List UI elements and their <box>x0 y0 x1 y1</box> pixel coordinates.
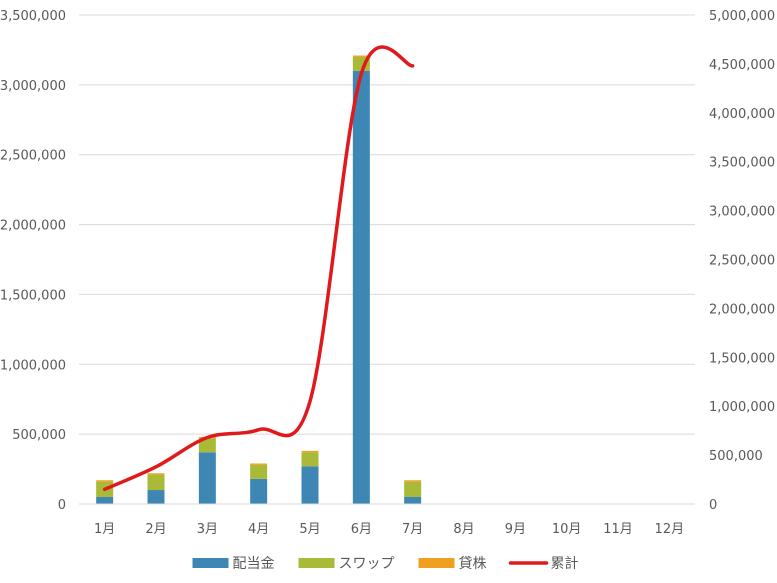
x-tick-label: 12月 <box>655 522 685 537</box>
y-right-tick-label: 1,000,000 <box>709 400 775 415</box>
bar-配当金-5月 <box>301 466 319 504</box>
legend-label-累計: 累計 <box>551 556 579 572</box>
y-left-tick-label: 3,000,000 <box>0 79 66 94</box>
y-right-tick-label: 500,000 <box>709 449 763 464</box>
y-right-tick-label: 4,000,000 <box>709 107 775 122</box>
x-tick-label: 8月 <box>453 522 474 537</box>
bar-配当金-2月 <box>147 490 165 504</box>
y-left-tick-label: 2,000,000 <box>0 219 66 234</box>
y-right-tick-label: 5,000,000 <box>709 9 775 24</box>
legend: 配当金 スワップ 貸株 累計 <box>192 556 579 572</box>
bar-スワップ-5月 <box>301 452 319 467</box>
x-tick-label: 9月 <box>505 522 526 537</box>
legend-swatch-スワップ <box>298 558 335 568</box>
x-tick-label: 11月 <box>603 522 633 537</box>
y-right-tick-label: 1,500,000 <box>709 351 775 366</box>
x-tick-label: 6月 <box>351 522 372 537</box>
y-right-tick-label: 3,000,000 <box>709 205 775 220</box>
bar-スワップ-7月 <box>404 481 422 498</box>
bar-配当金-4月 <box>250 478 268 504</box>
bar-貸株-1月 <box>96 480 114 482</box>
bars <box>96 55 422 504</box>
bar-配当金-3月 <box>198 452 216 504</box>
bar-スワップ-2月 <box>147 474 165 491</box>
y-left-tick-label: 2,500,000 <box>0 149 66 164</box>
y-axis-left: 0 500,000 1,000,000 1,500,000 2,000,000 2,500… <box>0 9 66 513</box>
bar-貸株-6月 <box>352 55 370 57</box>
legend-swatch-貸株 <box>418 558 455 568</box>
bar-貸株-2月 <box>147 473 165 475</box>
lines <box>102 45 415 492</box>
y-left-tick-label: 1,500,000 <box>0 288 66 303</box>
bar-スワップ-4月 <box>250 464 268 479</box>
bar-貸株-5月 <box>301 450 319 453</box>
x-axis: 1月 2月 3月 4月 5月 6月 7月 8月 9月 10月 11月 12月 <box>94 522 684 537</box>
bar-貸株-4月 <box>250 463 268 465</box>
y-right-tick-label: 2,000,000 <box>709 302 775 317</box>
x-tick-label: 10月 <box>552 522 582 537</box>
y-left-tick-label: 500,000 <box>12 428 66 443</box>
bar-スワップ-3月 <box>198 438 216 453</box>
bar-配当金-1月 <box>96 497 114 504</box>
y-right-tick-label: 0 <box>709 498 717 513</box>
bar-配当金-7月 <box>404 497 422 504</box>
y-right-tick-label: 4,500,000 <box>709 58 775 73</box>
y-right-tick-label: 3,500,000 <box>709 156 775 171</box>
x-tick-label: 2月 <box>145 522 166 537</box>
y-right-tick-label: 2,500,000 <box>709 254 775 269</box>
bar-配当金-6月 <box>352 70 370 504</box>
y-left-tick-label: 3,500,000 <box>0 9 66 24</box>
x-tick-label: 3月 <box>197 522 218 537</box>
y-axis-right: 0 500,000 1,000,000 1,500,000 2,000,000 2,500… <box>709 9 775 513</box>
legend-label-貸株: 貸株 <box>459 556 487 572</box>
legend-swatch-配当金 <box>192 558 229 568</box>
x-tick-label: 7月 <box>402 522 423 537</box>
x-tick-label: 1月 <box>94 522 115 537</box>
gridlines <box>79 14 695 435</box>
y-left-tick-label: 1,000,000 <box>0 358 66 373</box>
line-累計 <box>102 45 415 492</box>
x-tick-label: 4月 <box>248 522 269 537</box>
x-tick-label: 5月 <box>299 522 320 537</box>
bar-貸株-7月 <box>404 480 422 482</box>
legend-label-スワップ: スワップ <box>339 556 395 572</box>
y-left-tick-label: 0 <box>58 498 66 513</box>
legend-label-配当金: 配当金 <box>233 556 275 572</box>
